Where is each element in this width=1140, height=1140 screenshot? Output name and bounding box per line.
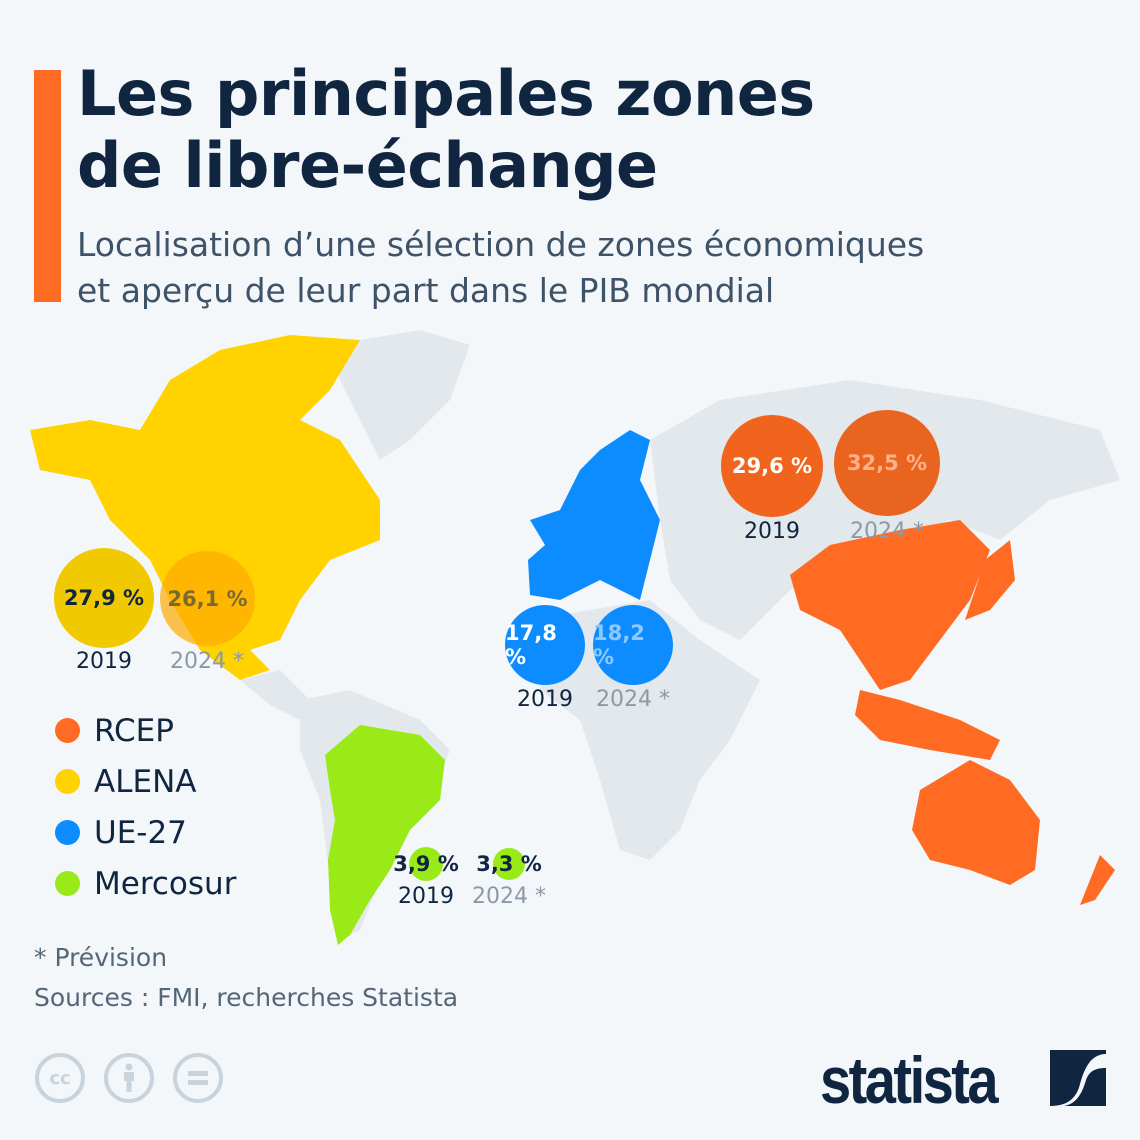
legend-item-ue27: UE-27 xyxy=(55,807,236,858)
year-label: 2024 * xyxy=(472,884,546,909)
subtitle-line: Localisation d’une sélection de zones éc… xyxy=(77,225,925,264)
accent-bar xyxy=(34,70,61,302)
sources: Sources : FMI, recherches Statista xyxy=(34,983,459,1012)
region-rcep-japan xyxy=(965,540,1015,620)
region-eu27 xyxy=(528,430,660,600)
value-label: 18,2 % xyxy=(593,621,645,669)
bubble-alena-2019: 27,9 % xyxy=(54,548,154,648)
bubble-eu-2019: 17,8 % xyxy=(505,605,585,685)
value-label: 17,8 % xyxy=(505,621,557,669)
cc-icon[interactable]: cc xyxy=(35,1053,85,1103)
value-label: 3,3 % xyxy=(476,852,542,876)
legend-label: Mercosur xyxy=(94,865,237,902)
bubble-rcep-2019: 29,6 % xyxy=(721,415,823,517)
year-label: 2019 xyxy=(76,649,132,674)
legend-item-alena: ALENA xyxy=(55,756,236,807)
legend-dot xyxy=(55,718,80,743)
legend-dot xyxy=(55,871,80,896)
land-greenland xyxy=(330,330,470,460)
year-label: 2024 * xyxy=(596,687,670,712)
subtitle: Localisation d’une sélection de zones éc… xyxy=(77,222,924,314)
legend-dot xyxy=(55,820,80,845)
region-rcep-nz xyxy=(1080,855,1115,905)
region-mercosur xyxy=(325,725,445,945)
bubble-eu-2024: 18,2 % xyxy=(593,605,673,685)
legend-label: RCEP xyxy=(94,712,174,749)
year-label: 2019 xyxy=(744,519,800,544)
logo-text: statista xyxy=(820,1043,999,1117)
legend-item-mercosur: Mercosur xyxy=(55,858,236,909)
year-label: 2019 xyxy=(398,884,454,909)
by-icon[interactable] xyxy=(104,1053,154,1103)
bubble-alena-2024: 26,1 % xyxy=(160,551,255,646)
legend-label: ALENA xyxy=(94,763,197,800)
region-alena xyxy=(30,335,380,680)
region-rcep xyxy=(790,520,990,690)
bubble-mercosur-2019: 3,9 % xyxy=(393,847,459,881)
bubble-rcep-2024: 32,5 % xyxy=(834,410,940,516)
statista-logo-icon xyxy=(1050,1050,1106,1106)
legend-label: UE-27 xyxy=(94,814,187,851)
legend-dot xyxy=(55,769,80,794)
region-rcep-sea xyxy=(855,690,1000,760)
footnote: * Prévision xyxy=(34,943,168,972)
value-label: 29,6 % xyxy=(731,454,813,478)
bubble-mercosur-2024: 3,3 % xyxy=(476,848,542,880)
page-title: Les principales zones de libre-échange xyxy=(77,58,815,202)
statista-logo[interactable]: statista xyxy=(820,1042,999,1118)
land-africa xyxy=(540,600,760,860)
title-line: de libre-échange xyxy=(77,129,658,202)
legend-item-rcep: RCEP xyxy=(55,705,236,756)
value-label: 3,9 % xyxy=(393,852,459,876)
title-line: Les principales zones xyxy=(77,57,815,130)
legend: RCEP ALENA UE-27 Mercosur xyxy=(55,705,236,909)
value-label: 27,9 % xyxy=(63,586,145,610)
nd-icon[interactable] xyxy=(173,1053,223,1103)
value-label: 32,5 % xyxy=(846,451,928,475)
subtitle-line: et aperçu de leur part dans le PIB mondi… xyxy=(77,271,775,310)
region-rcep-australia xyxy=(912,760,1040,885)
value-label: 26,1 % xyxy=(167,586,248,611)
land-central-america xyxy=(240,670,310,720)
year-label: 2024 * xyxy=(170,649,244,674)
year-label: 2019 xyxy=(517,687,573,712)
year-label: 2024 * xyxy=(850,519,924,544)
